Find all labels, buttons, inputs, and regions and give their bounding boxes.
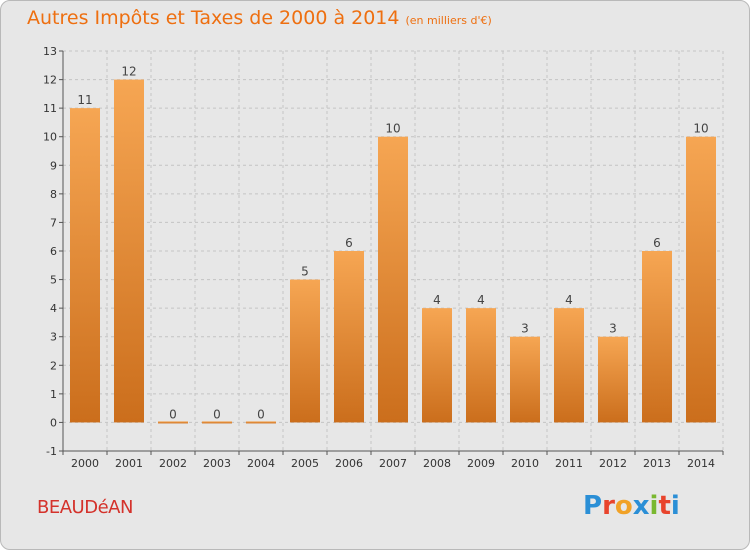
labels: -101234567891011121311200012200102002020…	[43, 45, 715, 470]
logo-letter: t	[658, 491, 671, 521]
x-tick-label: 2004	[247, 457, 275, 470]
bar-value-label: 10	[693, 122, 708, 136]
bar[interactable]	[378, 136, 408, 423]
y-tick-label: 4	[50, 302, 57, 315]
x-tick-label: 2012	[599, 457, 627, 470]
y-tick-label: 2	[50, 359, 57, 372]
bar-value-label: 6	[653, 236, 661, 250]
bar[interactable]	[70, 108, 100, 423]
y-tick-label: 7	[50, 216, 57, 229]
bar[interactable]	[334, 251, 364, 423]
bar-value-label: 5	[301, 265, 309, 279]
bar-value-label: 12	[121, 65, 136, 79]
logo-letter: i	[649, 491, 659, 521]
y-tick-label: 9	[50, 159, 57, 172]
y-tick-label: 6	[50, 245, 57, 258]
bar[interactable]	[598, 336, 628, 423]
bar[interactable]	[422, 308, 452, 423]
bar[interactable]	[202, 421, 232, 424]
y-tick-label: 0	[50, 416, 57, 429]
x-tick-label: 2009	[467, 457, 495, 470]
logo-letter: i	[670, 491, 680, 521]
x-tick-label: 2007	[379, 457, 407, 470]
bar-value-label: 4	[477, 293, 485, 307]
bar-value-label: 0	[213, 407, 221, 421]
x-tick-label: 2010	[511, 457, 539, 470]
y-tick-label: 10	[43, 131, 57, 144]
y-tick-label: 11	[43, 102, 57, 115]
bar-value-label: 0	[257, 407, 265, 421]
bar[interactable]	[466, 308, 496, 423]
axes	[59, 50, 724, 455]
bar[interactable]	[290, 279, 320, 423]
x-tick-label: 2006	[335, 457, 363, 470]
x-tick-label: 2013	[643, 457, 671, 470]
y-tick-label: 5	[50, 274, 57, 287]
y-tick-label: -1	[46, 445, 57, 458]
bar-value-label: 3	[609, 322, 617, 336]
x-tick-label: 2008	[423, 457, 451, 470]
bar[interactable]	[554, 308, 584, 423]
bar[interactable]	[114, 79, 144, 423]
chart-title: Autres Impôts et Taxes de 2000 à 2014 (en…	[27, 7, 492, 29]
chart-title-text: Autres Impôts et Taxes de 2000 à 2014	[27, 7, 400, 29]
x-tick-label: 2001	[115, 457, 143, 470]
bar[interactable]	[510, 336, 540, 423]
y-tick-label: 13	[43, 45, 57, 58]
y-tick-label: 8	[50, 188, 57, 201]
bars	[70, 79, 716, 424]
logo-letter: x	[632, 491, 650, 521]
logo-letter: o	[614, 491, 633, 521]
y-tick-label: 3	[50, 331, 57, 344]
y-tick-label: 12	[43, 74, 57, 87]
x-tick-label: 2003	[203, 457, 231, 470]
bar-value-label: 4	[433, 293, 441, 307]
bar-value-label: 3	[521, 322, 529, 336]
x-tick-label: 2002	[159, 457, 187, 470]
bar-value-label: 11	[77, 93, 92, 107]
proxiti-logo[interactable]: Proxiti	[583, 491, 680, 521]
bar-value-label: 0	[169, 407, 177, 421]
x-tick-label: 2011	[555, 457, 583, 470]
bar[interactable]	[158, 421, 188, 424]
bar[interactable]	[246, 421, 276, 424]
chart-unit: (en milliers d'€)	[405, 14, 492, 27]
y-tick-label: 1	[50, 388, 57, 401]
bar[interactable]	[686, 136, 716, 423]
bar[interactable]	[642, 251, 672, 423]
logo-letter: P	[583, 491, 603, 521]
x-tick-label: 2014	[687, 457, 715, 470]
x-tick-label: 2005	[291, 457, 319, 470]
bar-value-label: 6	[345, 236, 353, 250]
x-tick-label: 2000	[71, 457, 99, 470]
logo-letter: r	[602, 491, 615, 521]
bar-value-label: 10	[385, 122, 400, 136]
commune-name: BEAUDéAN	[37, 497, 133, 518]
bar-value-label: 4	[565, 293, 573, 307]
